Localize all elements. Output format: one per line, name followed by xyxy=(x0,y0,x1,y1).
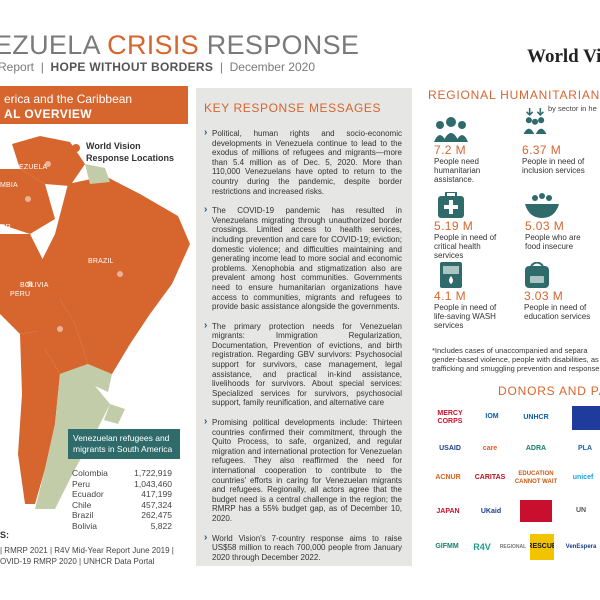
donor-logo: JAPAN xyxy=(436,508,460,515)
map-label-colombia: MBIA xyxy=(0,182,18,189)
stat-value: 6.37 M xyxy=(522,143,562,157)
stat-value: 5.19 M xyxy=(434,219,474,233)
stat-description: People need humanitarian assistance. xyxy=(434,157,481,184)
stat-description: People in need of life-saving WASH servi… xyxy=(434,303,497,330)
donor-logo: ACNUR xyxy=(435,474,461,481)
map-venezuela xyxy=(12,136,85,186)
map-label-bolivia: BOLIVIA xyxy=(20,282,49,289)
key-messages-title: KEY RESPONSE MESSAGES xyxy=(204,101,382,115)
donor-logo: ADRA xyxy=(525,445,547,452)
donor-logo: CARITAS xyxy=(474,474,506,481)
table-row: Colombia 1,722,919 xyxy=(72,468,172,478)
school-bag-icon xyxy=(525,262,549,288)
map-guianas xyxy=(85,164,110,184)
regional-needs-subtitle: by sector in he xyxy=(548,104,597,113)
key-message: The primary protection needs for Venezue… xyxy=(204,321,402,408)
key-messages-panel: KEY RESPONSE MESSAGES Political, human r… xyxy=(196,88,412,566)
donor-logo: START FUND xyxy=(520,500,552,522)
map-label-venezuela: VENEZUELA xyxy=(4,164,48,171)
key-message: Political, human rights and socio-econom… xyxy=(204,128,402,196)
map-label-brazil: BRAZIL xyxy=(88,258,114,265)
donor-logo: EU xyxy=(572,406,600,430)
donor-logo: unicef xyxy=(572,474,594,481)
donor-logo: USAID xyxy=(439,445,461,452)
donor-logo: VenEspera xyxy=(565,544,597,550)
stat-description: People in need of education services xyxy=(524,303,591,321)
location-dot xyxy=(57,326,63,332)
world-vision-logo: World Visi xyxy=(527,46,600,67)
donor-logo: UKaid xyxy=(480,508,502,515)
location-dot xyxy=(25,196,31,202)
medical-kit-icon xyxy=(438,192,464,218)
donor-logo: R4V xyxy=(473,542,491,552)
refugee-table: Colombia 1,722,919 Peru 1,043,460 Ecuador 4… xyxy=(72,468,172,531)
stat-value: 4.1 M xyxy=(434,289,467,303)
donor-logo: GIFMM xyxy=(435,543,459,550)
map-paraguay xyxy=(88,364,112,392)
donor-logo: care xyxy=(482,445,498,452)
south-america-map xyxy=(0,124,193,514)
map-legend: World Vision Response Locations xyxy=(86,141,175,163)
stat-value: 5.03 M xyxy=(525,219,565,233)
legend-dot xyxy=(72,144,80,152)
donor-logo: EDUCATION CANNOT WAIT xyxy=(514,471,558,485)
donors-title: DONORS AND PA xyxy=(498,384,600,398)
map-chile-south xyxy=(18,329,60,504)
sources-label: S: xyxy=(0,530,9,540)
water-glass-icon xyxy=(440,262,462,288)
map-label-peru: PERU xyxy=(10,291,31,298)
sources-line: | RMRP 2021 | R4V Mid-Year Report June 2… xyxy=(0,546,174,555)
page-subtitle: Report | HOPE WITHOUT BORDERS | December… xyxy=(0,60,315,74)
inclusion-arrows-icon xyxy=(523,108,547,134)
map-uruguay xyxy=(104,404,125,424)
table-row: Chile 457,324 xyxy=(72,499,172,510)
region-banner: erica and the Caribbean AL OVERVIEW xyxy=(0,86,188,124)
table-row: Peru 1,043,460 xyxy=(72,478,172,489)
stat-description: People who are food insecure xyxy=(525,233,581,251)
key-message: Promising political developments include… xyxy=(204,417,402,524)
location-dot xyxy=(27,281,33,287)
donor-logo: RESCUE xyxy=(530,534,554,560)
people-group-icon xyxy=(434,117,468,142)
location-dot xyxy=(117,271,123,277)
map-bolivia xyxy=(35,294,88,374)
map-panel: erica and the Caribbean AL OVERVIEW Worl… xyxy=(0,86,193,538)
key-message: The COVID-19 pandemic has resulted in Ve… xyxy=(204,205,402,312)
key-message: World Vision's 7-country response aims t… xyxy=(204,533,402,563)
table-row: Brazil 262,475 xyxy=(72,510,172,520)
donor-logo: MERCY CORPS xyxy=(437,410,463,425)
table-row: Bolivia 5,822 xyxy=(72,520,172,531)
donor-logo: IOM xyxy=(485,413,499,420)
regional-needs-title: REGIONAL HUMANITARIAN xyxy=(428,88,600,102)
donor-logo: UN xyxy=(575,507,587,514)
page-title: EZUELA CRISIS RESPONSE xyxy=(0,30,360,60)
map-label-ecuador: OR xyxy=(0,224,11,231)
needs-footnote: *Includes cases of unaccompanied and sep… xyxy=(432,346,600,373)
map-brazil xyxy=(40,176,190,386)
stat-description: People in need of critical health servic… xyxy=(434,233,497,260)
donor-logo: UNHCR xyxy=(523,414,549,421)
stat-value: 7.2 M xyxy=(434,143,467,157)
table-row: Ecuador 417,199 xyxy=(72,489,172,499)
stat-description: People in need of inclusion services xyxy=(522,157,585,175)
refugee-box-title: Venezuelan refugees and migrants in Sout… xyxy=(68,429,180,459)
stat-value: 3.03 M xyxy=(524,289,564,303)
donor-logo: PLA xyxy=(578,445,592,452)
sources-line: OVID-19 RMRP 2020 | UNHCR Data Portal xyxy=(0,557,155,566)
food-bowl-icon xyxy=(525,193,559,218)
donor-logo: REGIONAL xyxy=(500,544,526,550)
location-dot xyxy=(45,161,51,167)
